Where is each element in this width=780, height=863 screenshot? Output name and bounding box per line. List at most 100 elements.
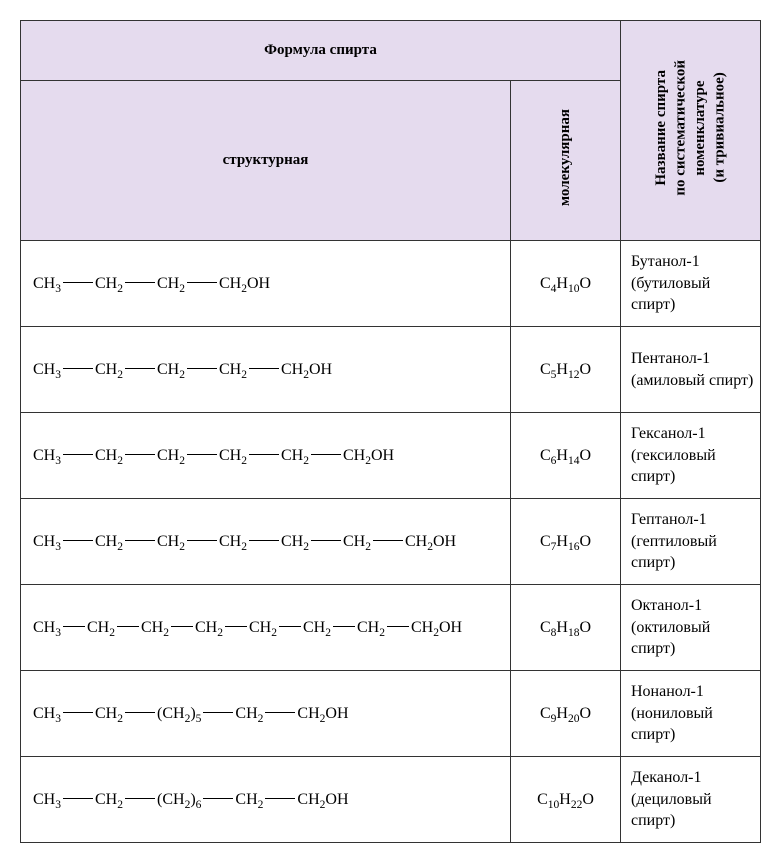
chem-group: CH2OH: [411, 619, 462, 637]
chem-group: CH2: [95, 705, 123, 723]
header-formula-label: Формула спирта: [264, 42, 377, 58]
alcohol-table: Формула спирта Название спирта по систем…: [20, 20, 761, 843]
chem-group: CH2: [219, 533, 247, 551]
chem-group: CH2: [357, 619, 385, 637]
bond-line: [203, 712, 233, 713]
bond-line: [311, 454, 341, 455]
chem-group: CH2: [95, 447, 123, 465]
trivial-name: (гексиловый спирт): [631, 447, 716, 486]
bond-line: [63, 712, 93, 713]
alcohol-name-cell: Гексанол-1 (гексиловый спирт): [621, 413, 761, 499]
chem-group: CH2: [249, 619, 277, 637]
molecular-formula-cell: C6H14O: [511, 413, 621, 499]
chem-group: CH2: [343, 533, 371, 551]
bond-line: [225, 626, 247, 627]
header-molecular: молекулярная: [511, 81, 621, 241]
molecular-formula-cell: C7H16O: [511, 499, 621, 585]
chem-group: CH2: [303, 619, 331, 637]
chem-group: CH2: [95, 361, 123, 379]
bond-line: [125, 798, 155, 799]
bond-line: [249, 454, 279, 455]
bond-line: [249, 540, 279, 541]
header-name: Название спирта по систематической номен…: [621, 21, 761, 241]
table-body: CH3 CH2 CH2 CH2OH C4H10OБутанол-1(бутиловый …: [21, 241, 761, 843]
chem-group: CH2: [87, 619, 115, 637]
bond-line: [265, 712, 295, 713]
molecular-formula-cell: C8H18O: [511, 585, 621, 671]
bond-line: [279, 626, 301, 627]
table-row: CH3CH2CH2CH2CH2CH2CH2OHC7H16OГептанол-1(…: [21, 499, 761, 585]
chem-group: CH3: [33, 361, 61, 379]
chem-group: CH2OH: [281, 361, 332, 379]
bond-line: [187, 282, 217, 283]
molecular-formula-cell: C5H12O: [511, 327, 621, 413]
systematic-name: Бутанол-1: [631, 253, 700, 270]
chem-group: CH2: [157, 275, 185, 293]
chem-group: CH2: [157, 447, 185, 465]
bond-line: [249, 368, 279, 369]
bond-line: [187, 540, 217, 541]
bond-line: [311, 540, 341, 541]
trivial-name: (амиловый спирт): [631, 372, 753, 389]
alcohol-name-cell: Пентанол-1 (амиловый спирт): [621, 327, 761, 413]
bond-line: [63, 454, 93, 455]
chem-group: CH2: [281, 447, 309, 465]
bond-line: [171, 626, 193, 627]
chem-group: CH2: [219, 447, 247, 465]
chem-group: CH3: [33, 791, 61, 809]
molecular-formula-cell: C4H10O: [511, 241, 621, 327]
bond-line: [117, 626, 139, 627]
header-formula-group: Формула спирта: [21, 21, 621, 81]
chem-group: CH2: [235, 705, 263, 723]
bond-line: [63, 368, 93, 369]
chem-group: CH3: [33, 275, 61, 293]
bond-line: [125, 454, 155, 455]
bond-line: [63, 282, 93, 283]
structural-formula-cell: CH3CH2CH2CH2CH2CH2CH2CH2OH: [21, 585, 511, 671]
structural-formula-cell: CH3 CH2 CH2 CH2 CH2 CH2OH: [21, 413, 511, 499]
chem-group: CH3: [33, 705, 61, 723]
chem-group: CH2: [95, 791, 123, 809]
bond-line: [387, 626, 409, 627]
table-row: CH3CH2(CH2)5CH2CH2OHC9H20OНонанол-1(нони…: [21, 671, 761, 757]
bond-line: [373, 540, 403, 541]
chem-group: CH3: [33, 533, 61, 551]
bond-line: [63, 798, 93, 799]
trivial-name: (дециловый спирт): [631, 791, 712, 830]
alcohol-name-cell: Октанол-1(октиловый спирт): [621, 585, 761, 671]
bond-line: [203, 798, 233, 799]
bond-line: [125, 712, 155, 713]
systematic-name: Гептанол-1: [631, 511, 707, 528]
bond-line: [187, 368, 217, 369]
chem-group: (CH2)5: [157, 705, 201, 723]
alcohol-name-cell: Нонанол-1(нониловый спирт): [621, 671, 761, 757]
systematic-name: Гексанол-1: [631, 425, 706, 442]
chem-group: CH3: [33, 447, 61, 465]
systematic-name: Нонанол-1: [631, 683, 704, 700]
chem-group: CH2: [157, 533, 185, 551]
header-structural-label: структурная: [223, 152, 309, 168]
alcohol-name-cell: Гептанол-1(гептиловый спирт): [621, 499, 761, 585]
structural-formula-cell: CH3CH2CH2CH2CH2CH2CH2OH: [21, 499, 511, 585]
bond-line: [125, 540, 155, 541]
alcohol-name-cell: Бутанол-1(бутиловый спирт): [621, 241, 761, 327]
structural-formula-cell: CH3CH2(CH2)5CH2CH2OH: [21, 671, 511, 757]
chem-group: CH2: [157, 361, 185, 379]
header-structural: структурная: [21, 81, 511, 241]
structural-formula-cell: CH3 CH2 CH2 CH2 CH2OH: [21, 327, 511, 413]
structural-formula-cell: CH3CH2CH2CH2OH: [21, 241, 511, 327]
chem-group: CH2OH: [405, 533, 456, 551]
bond-line: [333, 626, 355, 627]
molecular-formula-cell: C9H20O: [511, 671, 621, 757]
table-row: CH3CH2CH2CH2OHC4H10OБутанол-1(бутиловый …: [21, 241, 761, 327]
chem-group: CH2: [95, 275, 123, 293]
systematic-name: Пентанол-1: [631, 350, 710, 367]
chem-group: CH2OH: [297, 791, 348, 809]
chem-group: CH2OH: [343, 447, 394, 465]
bond-line: [125, 282, 155, 283]
header-name-text: Название спирта по систематической номен…: [652, 60, 730, 196]
chem-group: CH2: [219, 361, 247, 379]
bond-line: [187, 454, 217, 455]
chem-group: (CH2)6: [157, 791, 201, 809]
chem-group: CH2: [235, 791, 263, 809]
